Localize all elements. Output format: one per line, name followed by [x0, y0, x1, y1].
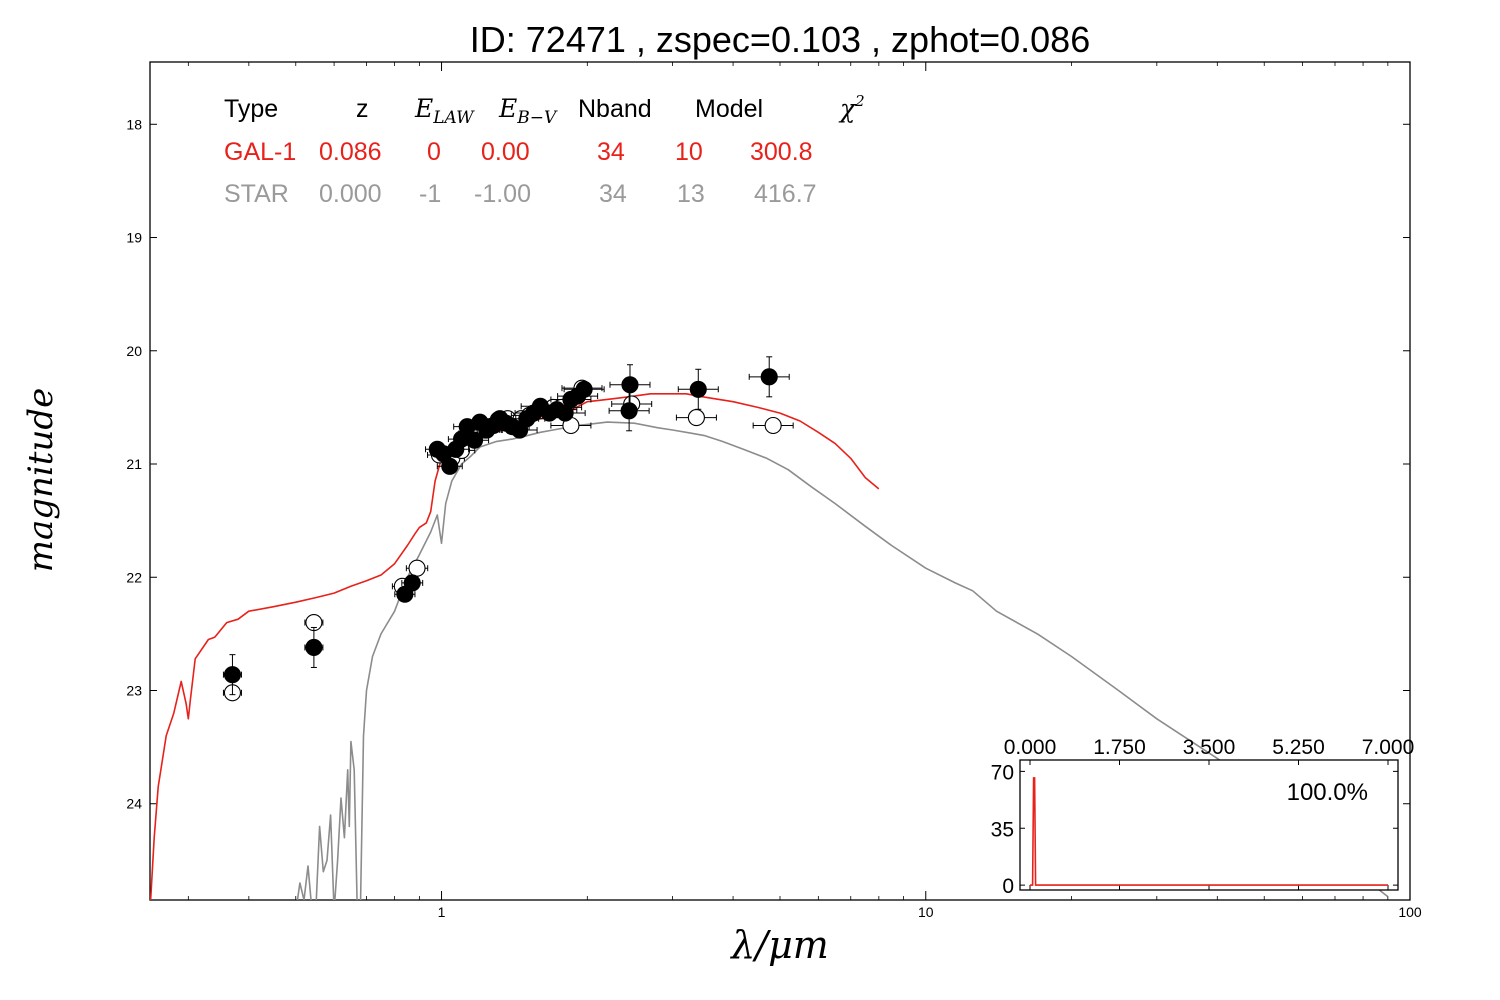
table-header-model: Model — [695, 95, 763, 123]
y-tick-label: 19 — [126, 230, 142, 246]
observed-point — [436, 457, 463, 475]
observed-marker — [575, 380, 593, 398]
y-tick-label: 24 — [126, 796, 142, 812]
x-tick-label: 100 — [1398, 904, 1422, 920]
inset-frame — [1019, 759, 1399, 891]
observed-point — [304, 626, 324, 668]
gal-model: 10 — [675, 138, 703, 166]
y-tick-label: 20 — [126, 343, 142, 359]
x-tick-label: 10 — [918, 904, 934, 920]
observed-point — [460, 431, 490, 449]
observed-marker — [689, 380, 707, 398]
gal-nband: 34 — [597, 138, 625, 166]
observed-point — [563, 380, 605, 398]
x-axis-label: λ/μm — [729, 923, 829, 967]
table-header-type: Type — [224, 95, 278, 123]
y-tick-label: 22 — [126, 569, 142, 585]
inset-pdf-line — [1030, 777, 1388, 886]
observed-point — [609, 364, 651, 406]
model-marker — [764, 416, 782, 435]
chart-title: ID: 72471 , zspec=0.103 , zphot=0.086 — [470, 19, 1090, 60]
observed-point — [748, 356, 790, 398]
observed-point — [608, 390, 650, 432]
star-z: 0.000 — [319, 180, 382, 208]
table-header-ebv: EB−V — [498, 94, 558, 128]
star-chi2: 416.7 — [754, 180, 817, 208]
inset-x-tick-label: 7.000 — [1362, 736, 1415, 759]
gal-ebv: 0.00 — [481, 138, 530, 166]
observed-marker — [223, 666, 241, 684]
star-ebv: -1.00 — [474, 180, 531, 208]
y-tick-label: 18 — [126, 116, 142, 132]
gal-chi2: 300.8 — [750, 138, 813, 166]
observed-marker — [620, 402, 638, 420]
observed-marker — [621, 376, 639, 394]
table-header-nband: Nband — [578, 95, 652, 123]
observed-marker — [305, 638, 323, 657]
pdf-curve — [1030, 777, 1388, 886]
observed-point — [677, 368, 719, 410]
observed-marker — [466, 431, 484, 449]
inset-x-tick-label: 5.250 — [1272, 736, 1325, 759]
model-marker — [687, 409, 705, 427]
y-tick-label: 21 — [126, 456, 142, 472]
observed-marker — [760, 368, 778, 386]
star-nband: 34 — [599, 180, 627, 208]
model-point — [405, 559, 429, 577]
star-model: 13 — [677, 180, 705, 208]
model-point — [304, 614, 324, 632]
photometry-points — [222, 356, 794, 702]
inset-x-tick-label: 3.500 — [1183, 736, 1236, 759]
inset-y-tick-label: 70 — [991, 761, 1014, 784]
star-elaw: -1 — [419, 180, 441, 208]
model-point — [752, 416, 794, 435]
star-model-spectrum — [296, 421, 1389, 900]
observed-point — [222, 654, 242, 696]
gal-type: GAL-1 — [224, 138, 296, 166]
gal-z: 0.086 — [319, 138, 382, 166]
inset-axis-ticks: 0.000 1.750 3.500 5.250 7.000 0 35 70 — [991, 736, 1415, 898]
gal-elaw: 0 — [427, 138, 441, 166]
fit-results-table: Type z ELAW EB−V Nband Model χ2 GAL-1 0.… — [224, 92, 865, 208]
x-tick-label: 1 — [438, 904, 446, 920]
observed-point — [401, 574, 424, 592]
observed-marker — [441, 457, 459, 475]
star-type: STAR — [224, 180, 289, 208]
inset-x-tick-label: 1.750 — [1093, 736, 1146, 759]
inset-y-tick-label: 35 — [991, 818, 1014, 841]
y-tick-label: 23 — [126, 683, 142, 699]
zphot-pdf-inset: 0.000 1.750 3.500 5.250 7.000 0 35 70 100.0% — [991, 736, 1415, 898]
inset-annotation: 100.0% — [1287, 779, 1368, 806]
model-marker — [408, 559, 426, 577]
inset-x-tick-label: 0.000 — [1004, 736, 1057, 759]
inset-y-tick-label: 0 — [1002, 875, 1014, 898]
table-header-z: z — [356, 95, 369, 123]
observed-marker — [403, 574, 421, 592]
y-axis-label: magnitude — [21, 388, 61, 573]
model-point — [675, 409, 717, 427]
